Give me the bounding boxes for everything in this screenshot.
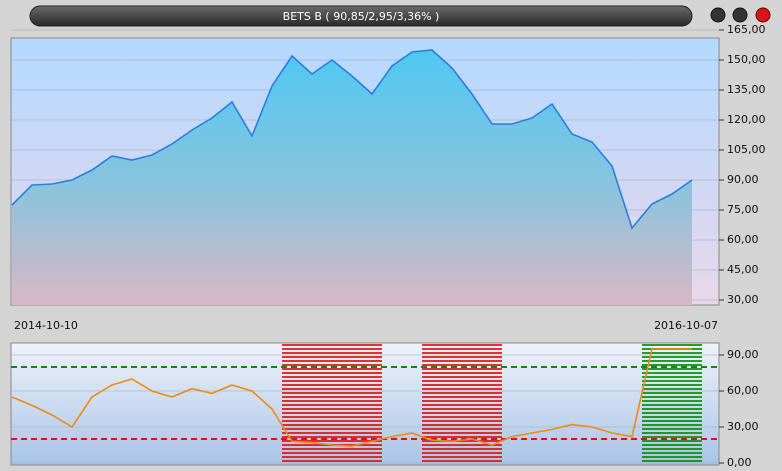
oversold-band	[442, 343, 462, 463]
minimize-button[interactable]	[710, 7, 726, 23]
series-line	[11, 348, 692, 448]
oversold-band	[482, 343, 502, 463]
y-tick-label: 30,00	[727, 293, 759, 306]
y-tick-label: 0,00	[727, 456, 752, 469]
y-tick-label: 105,00	[727, 143, 766, 156]
overbought-band	[662, 343, 682, 463]
y-tick-label: 150,00	[727, 53, 766, 66]
y-tick-label: 45,00	[727, 263, 759, 276]
y-tick-label: 90,00	[727, 173, 759, 186]
y-tick-label: 60,00	[727, 384, 759, 397]
oversold-band	[342, 343, 362, 463]
y-tick-label: 90,00	[727, 348, 759, 361]
series-line	[11, 49, 693, 230]
y-tick-label: 135,00	[727, 83, 766, 96]
y-tick-label: 30,00	[727, 420, 759, 433]
chart-title: BETS B ( 90,85/2,95/3,36% )	[283, 10, 440, 23]
oversold-band	[322, 343, 342, 463]
title-bar	[29, 5, 693, 27]
oversold-band	[422, 343, 442, 463]
oversold-band	[362, 343, 382, 463]
oversold-band	[302, 343, 322, 463]
y-tick-label: 75,00	[727, 203, 759, 216]
maximize-button[interactable]	[732, 7, 748, 23]
y-tick-label: 165,00	[727, 23, 766, 36]
close-button[interactable]	[755, 7, 771, 23]
overbought-band	[682, 343, 702, 463]
x-tick-label: 2014-10-10	[14, 319, 78, 332]
x-tick-label: 2016-10-07	[654, 319, 718, 332]
oversold-band	[282, 343, 302, 463]
y-tick-label: 60,00	[727, 233, 759, 246]
y-tick-label: 120,00	[727, 113, 766, 126]
area	[12, 50, 692, 305]
oversold-band	[462, 343, 482, 463]
overbought-band	[642, 343, 662, 463]
